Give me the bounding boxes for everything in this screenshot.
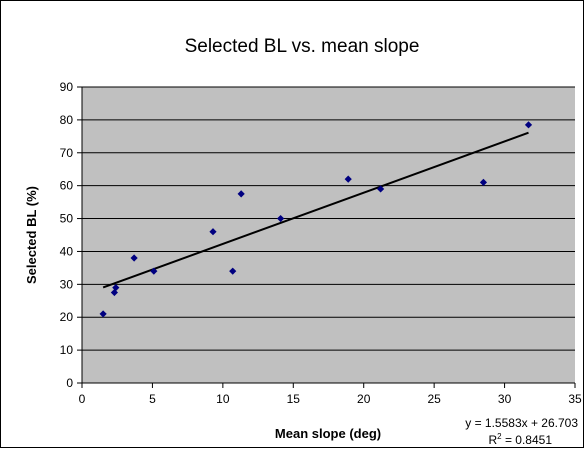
data-point [112, 284, 120, 292]
y-tick-label: 60 [60, 179, 74, 193]
x-tick-label: 20 [357, 392, 371, 406]
y-tick-label: 40 [60, 244, 74, 258]
data-point [344, 175, 352, 183]
y-axis-ticks: 0 10 20 30 40 50 60 70 80 90 [60, 80, 83, 390]
x-tick-label: 25 [427, 392, 441, 406]
chart-title: Selected BL vs. mean slope [185, 36, 420, 57]
y-tick-label: 80 [60, 113, 74, 127]
data-point [277, 214, 285, 223]
trendline-equation: y = 1.5583x + 26.703 [465, 416, 578, 430]
data-points [99, 121, 533, 318]
y-axis-label: Selected BL (%) [24, 186, 39, 284]
data-point [99, 310, 107, 318]
data-point [237, 190, 245, 198]
trendline [102, 131, 529, 289]
r-squared-value: = 0.8451 [502, 433, 553, 447]
x-tick-label: 10 [216, 392, 230, 406]
data-point [130, 254, 138, 262]
x-tick-label: 15 [287, 392, 301, 406]
r-squared-label: R2 = 0.8451 [488, 432, 552, 447]
y-tick-label: 20 [60, 310, 74, 324]
y-tick-label: 70 [60, 146, 74, 160]
y-tick-label: 10 [60, 343, 74, 357]
gridlines [82, 86, 575, 351]
data-point [479, 178, 488, 186]
r-squared-superscript: 2 [497, 432, 502, 441]
r-squared-prefix: R [488, 433, 497, 447]
data-point [524, 121, 533, 129]
y-tick-label: 50 [60, 212, 74, 226]
x-axis-ticks: 0 5 10 15 20 25 30 35 [79, 382, 582, 406]
data-point [209, 228, 217, 236]
plot-area [82, 87, 575, 383]
y-tick-label: 0 [66, 376, 73, 390]
data-point [150, 267, 158, 275]
data-point [229, 267, 237, 275]
trendline-layer [102, 131, 529, 289]
data-point [377, 185, 385, 193]
x-tick-label: 0 [79, 392, 86, 406]
y-tick-label: 30 [60, 277, 74, 291]
x-tick-label: 30 [498, 392, 512, 406]
x-axis-label: Mean slope (deg) [275, 426, 381, 441]
x-tick-label: 35 [568, 392, 582, 406]
x-tick-label: 5 [149, 392, 156, 406]
y-tick-label: 90 [60, 80, 74, 94]
